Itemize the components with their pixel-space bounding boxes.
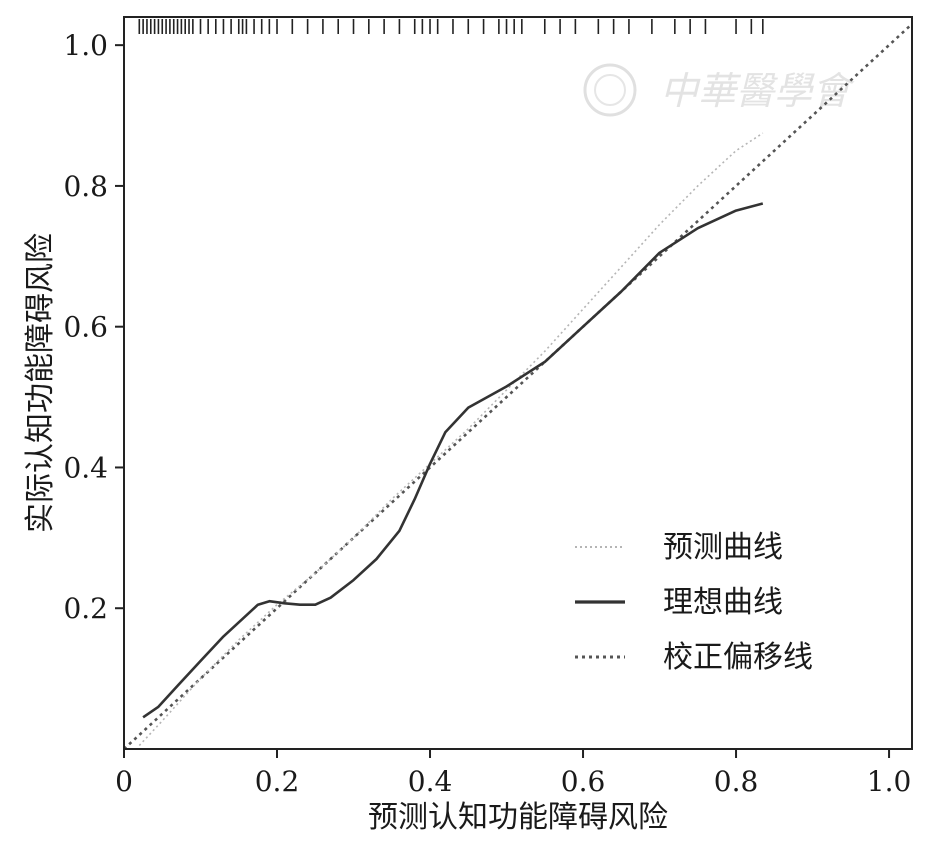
plot-area [123,23,913,750]
watermark-seal-icon [583,63,637,117]
watermark-seal-inner [594,74,626,106]
watermark-text: 中華醫學會 [660,69,855,113]
y-tick-label-4: 1.0 [63,29,108,62]
rug-marks [138,19,764,34]
x-axis-title: 预测认知功能障碍风险 [368,800,668,835]
x-tick-label-0: 0 [115,765,133,798]
watermark: 中華醫學會 [583,63,855,117]
legend-label-1: 预测曲线 [663,530,783,565]
legend-label-2: 理想曲线 [663,585,783,620]
y-tick-label-0: 0.2 [63,592,108,625]
series-line-1 [138,132,764,747]
y-tick-label-2: 0.6 [63,311,108,344]
x-tick-label-5: 1.0 [867,765,912,798]
x-tick-label-4: 0.8 [714,765,759,798]
y-axis: 0.2 0.4 0.6 0.8 1.0 [63,29,124,625]
x-tick-label-2: 0.4 [408,765,453,798]
y-tick-label-1: 0.4 [63,451,108,484]
x-tick-label-1: 0.2 [255,765,300,798]
x-tick-label-3: 0.6 [561,765,606,798]
y-axis-title: 实际认知功能障碍风险 [23,233,58,533]
y-tick-label-3: 0.8 [63,170,108,203]
plot-frame [123,16,913,750]
x-axis: 0 0.2 0.4 0.6 0.8 1.0 [115,749,911,798]
series-line-2 [142,202,764,719]
legend-label-3: 校正偏移线 [663,640,813,675]
